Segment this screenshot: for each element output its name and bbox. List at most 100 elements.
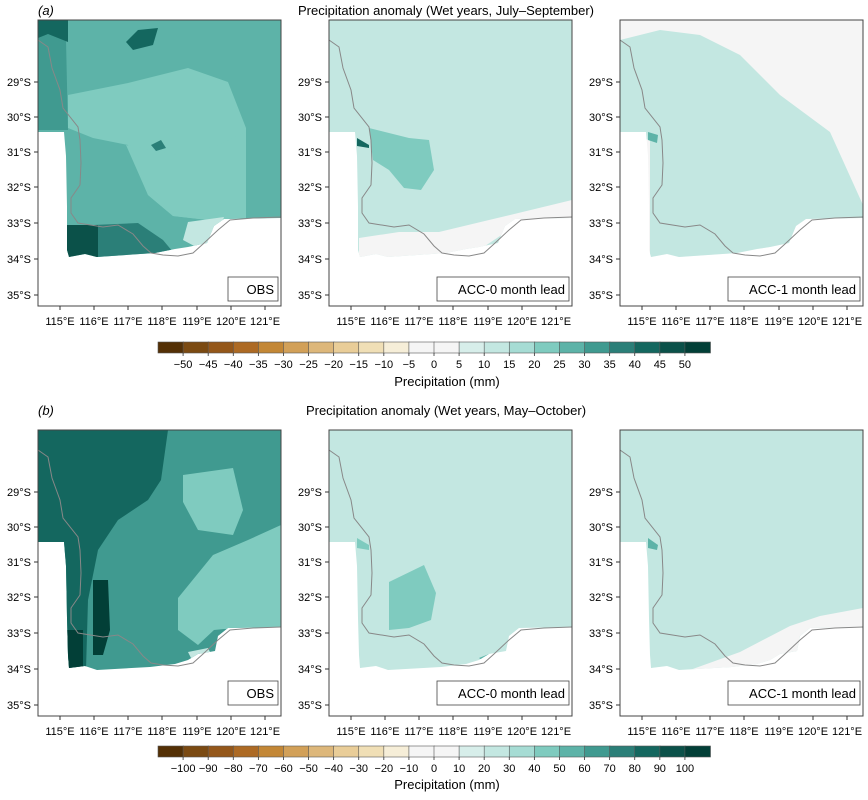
colorbar-tick-label: 10: [453, 763, 465, 775]
colorbar-tick-label: 25: [553, 359, 565, 371]
colorbar-tick-label: −40: [224, 359, 243, 371]
lat-label: 34°S: [7, 664, 31, 676]
lat-label: 32°S: [7, 182, 31, 194]
colorbar-cell: [609, 745, 636, 758]
lon-label: 116°E: [661, 726, 690, 738]
colorbar-tick-label: −30: [349, 763, 368, 775]
colorbar-cell: [684, 745, 711, 758]
lon-label: 120°E: [507, 316, 537, 328]
colorbar-cell: [584, 341, 611, 354]
lon-label: 116°E: [370, 726, 399, 738]
lat-label: 34°S: [298, 254, 322, 266]
colorbar-cell: [634, 341, 661, 354]
colorbar-tick-label: −70: [249, 763, 268, 775]
colorbar-layer: −50 −45 −40 −35 −30 −25 −20 −15 −10 −5 0 5 10 15 20 25 3…: [157, 341, 711, 775]
lon-label: 118°E: [147, 316, 176, 328]
lon-label: 118°E: [729, 726, 758, 738]
lon-label: 118°E: [147, 726, 176, 738]
lat-label: 32°S: [298, 182, 322, 194]
lon-label: 120°E: [507, 726, 537, 738]
lat-label: 35°S: [7, 700, 31, 712]
colorbar-tick-label: −100: [171, 763, 196, 775]
colorbar-tick-label: −50: [174, 359, 193, 371]
colorbar-cell: [483, 341, 511, 354]
caption-b-acc1: ACC-1 month lead: [749, 686, 856, 701]
lat-label: 30°S: [589, 112, 613, 124]
map-a-acc1: ACC-1 month lead: [619, 19, 864, 307]
colorbar-tick-label: 70: [604, 763, 616, 775]
colorbar-cell: [584, 745, 611, 758]
lon-label: 115°E: [45, 726, 74, 738]
colorbar-a-title: Precipitation (mm): [394, 374, 499, 389]
lon-label: 115°E: [627, 726, 656, 738]
colorbar-cell: [182, 745, 209, 758]
colorbar-cell: [333, 341, 360, 354]
lat-label: 32°S: [589, 592, 613, 604]
lat-label: 34°S: [589, 254, 613, 266]
colorbar-cell: [458, 341, 485, 354]
colorbar-tick-label: 20: [528, 359, 540, 371]
colorbar-cell: [559, 341, 586, 354]
lon-label: 116°E: [661, 316, 690, 328]
lon-label: 117°E: [695, 726, 724, 738]
caption-b-obs: OBS: [247, 686, 275, 701]
colorbar-tick-label: −35: [249, 359, 268, 371]
lon-label: 121°E: [832, 316, 862, 328]
lat-label: 34°S: [298, 664, 322, 676]
lon-label: 119°E: [473, 726, 502, 738]
lon-label: 117°E: [404, 316, 433, 328]
map-a-acc0: ACC-0 month lead: [328, 19, 573, 307]
map-b-acc0: ACC-0 month lead: [328, 429, 573, 717]
colorbar-tick-label: 50: [679, 359, 691, 371]
colorbar-tick-label: −45: [199, 359, 218, 371]
colorbar-tick-label: 100: [676, 763, 694, 775]
colorbar-cell: [283, 341, 310, 354]
colorbar-cell: [308, 341, 335, 354]
panel-b-title: Precipitation anomaly (Wet years, May–Oc…: [306, 403, 586, 418]
lon-label: 117°E: [404, 726, 433, 738]
lat-label: 29°S: [589, 487, 613, 499]
lat-label: 35°S: [589, 700, 613, 712]
lon-label: 118°E: [438, 726, 467, 738]
lon-label: 119°E: [182, 316, 211, 328]
lat-label: 29°S: [298, 77, 322, 89]
lon-label: 116°E: [370, 316, 399, 328]
lon-label: 119°E: [182, 726, 211, 738]
colorbar-cell: [659, 745, 686, 758]
lat-label: 32°S: [7, 592, 31, 604]
lat-label: 29°S: [7, 77, 31, 89]
lon-label: 115°E: [45, 316, 74, 328]
colorbar-cell: [157, 745, 184, 758]
lon-label: 117°E: [695, 316, 724, 328]
colorbar-cell: [258, 341, 285, 354]
lon-label: 120°E: [216, 726, 246, 738]
lat-label: 31°S: [298, 147, 322, 159]
lon-label: 118°E: [438, 316, 467, 328]
caption-b-acc0: ACC-0 month lead: [458, 686, 565, 701]
colorbar-cell: [634, 745, 661, 758]
colorbar-cell: [408, 341, 435, 354]
lon-label: 120°E: [216, 316, 246, 328]
colorbar-tick-label: 50: [553, 763, 565, 775]
colorbar-tick-label: 30: [503, 763, 515, 775]
lon-label: 118°E: [729, 316, 758, 328]
colorbar-tick-label: −40: [324, 763, 343, 775]
colorbar-tick-label: −90: [199, 763, 218, 775]
lat-label: 32°S: [298, 592, 322, 604]
lat-label: 30°S: [298, 522, 322, 534]
lon-label: 115°E: [336, 316, 365, 328]
lon-label: 121°E: [250, 316, 280, 328]
colorbar-tick-label: 0: [431, 763, 437, 775]
colorbar-tick-label: −10: [374, 359, 393, 371]
lon-label: 116°E: [79, 316, 108, 328]
lon-label: 120°E: [798, 726, 828, 738]
axes-layer: 29°S 30°S 31°S 32°S 33°S 34°S 35°S 115°E 116°E 11…: [7, 77, 862, 738]
lat-label: 35°S: [298, 290, 322, 302]
lat-label: 33°S: [298, 628, 322, 640]
lat-label: 30°S: [589, 522, 613, 534]
lon-label: 121°E: [250, 726, 280, 738]
colorbar-tick-label: −20: [374, 763, 393, 775]
colorbar-tick-label: −25: [299, 359, 318, 371]
map-b-obs: OBS: [37, 429, 282, 717]
